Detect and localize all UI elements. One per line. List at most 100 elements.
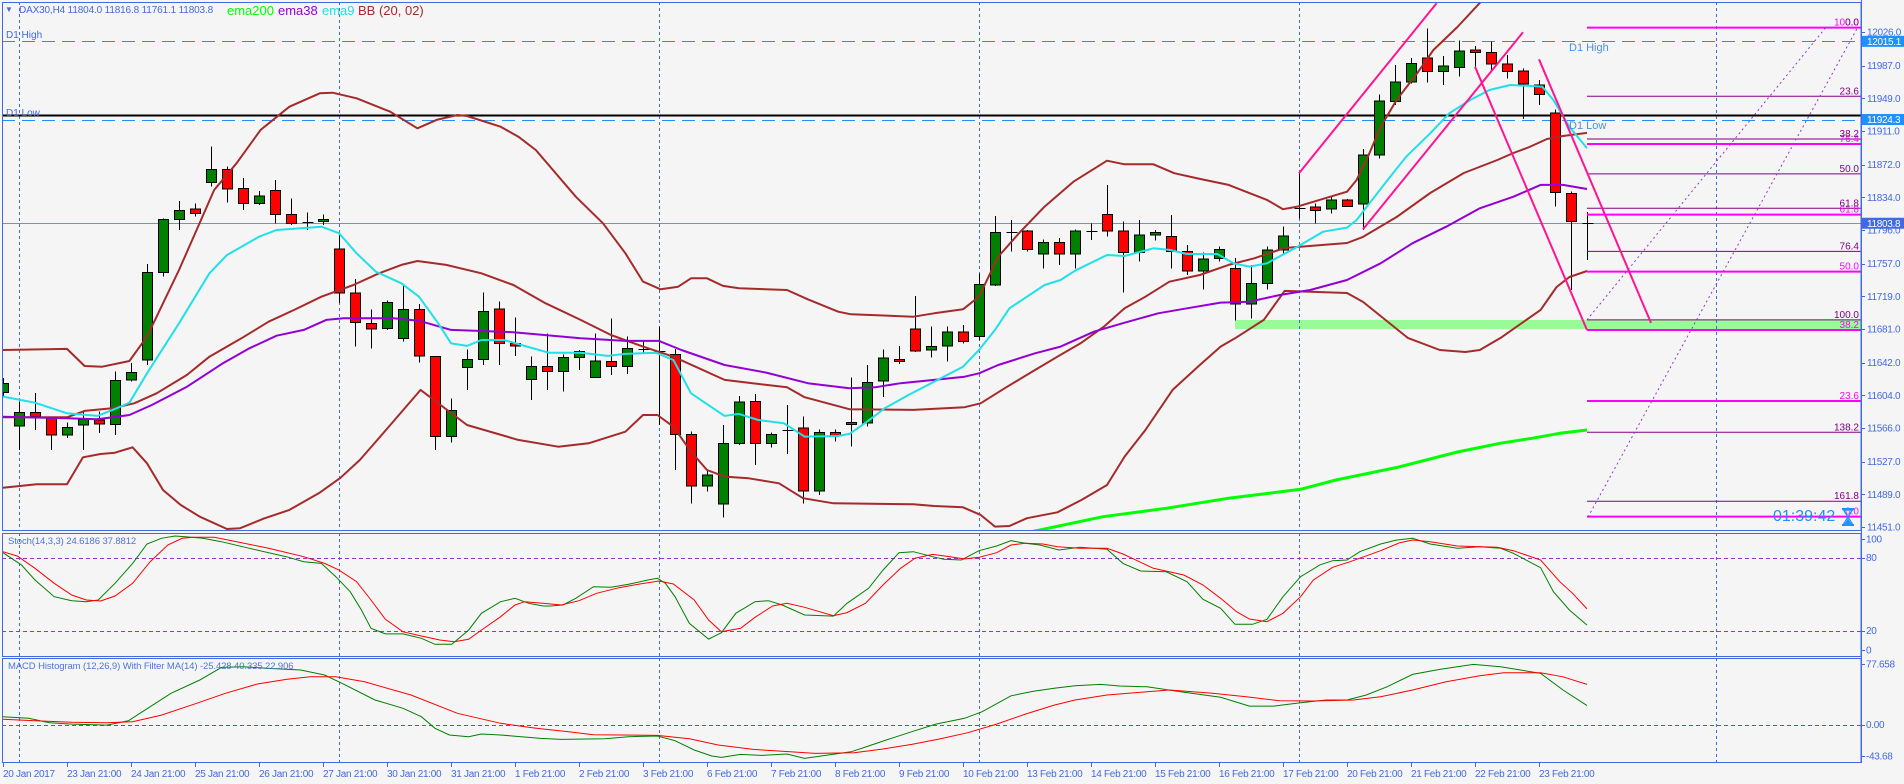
time-axis-label: 26 Jan 21:00 bbox=[259, 769, 314, 780]
channel-down-1-trendline[interactable] bbox=[1474, 66, 1588, 331]
bb-upper-line bbox=[2, 2, 1482, 368]
bearish-candle-body bbox=[1502, 63, 1513, 73]
candle bbox=[766, 432, 777, 448]
bullish-candle-body bbox=[206, 168, 217, 183]
candle bbox=[2, 377, 9, 396]
channel-up-1-trendline[interactable] bbox=[1298, 2, 1438, 174]
time-axis-label: 31 Jan 21:00 bbox=[451, 769, 506, 780]
bearish-candle-body bbox=[366, 322, 377, 330]
support-zone-rectangle[interactable] bbox=[1235, 319, 1861, 330]
bullish-candle-body bbox=[942, 331, 953, 347]
candle bbox=[974, 273, 985, 340]
candle bbox=[526, 356, 537, 401]
time-axis-label: 22 Feb 21:00 bbox=[1475, 769, 1531, 780]
fib-magenta-level-label: 50.0 bbox=[1840, 262, 1860, 273]
time-axis-label: 10 Feb 21:00 bbox=[963, 769, 1019, 780]
bearish-candle-body bbox=[910, 328, 921, 352]
candle bbox=[110, 371, 121, 435]
bullish-candle-body bbox=[254, 195, 265, 204]
fib-purple-level-label: 0.0 bbox=[1845, 18, 1859, 29]
collapse-arrow-icon[interactable]: ▼ bbox=[5, 5, 13, 14]
price-marker-box bbox=[1862, 35, 1904, 47]
macd-green-line bbox=[2, 663, 1588, 759]
macd-panel[interactable] bbox=[2, 658, 1861, 762]
bullish-candle-body bbox=[702, 474, 713, 487]
price-axis[interactable]: 12026.0 11987.0 11949.0 11911.0 11872.0 11834… bbox=[1861, 0, 1904, 763]
bullish-candle-body bbox=[1038, 242, 1049, 255]
fib-purple-level-label: 38.2 bbox=[1840, 129, 1860, 140]
candle bbox=[286, 198, 297, 225]
channel-up-2-trendline[interactable] bbox=[1362, 31, 1524, 230]
candle bbox=[558, 354, 569, 392]
bearish-candle-body bbox=[894, 358, 905, 363]
time-axis-label: 23 Jan 21:00 bbox=[67, 769, 122, 780]
bullish-candle-body bbox=[622, 347, 633, 368]
price-axis-label: 11489.0 bbox=[1867, 490, 1901, 501]
bar-countdown-timer: 01:39:42 bbox=[1773, 508, 1836, 525]
bearish-candle-body bbox=[414, 308, 425, 357]
bearish-candle-body bbox=[846, 421, 857, 425]
price-axis-label: 11719.0 bbox=[1867, 292, 1901, 303]
price-axis-label: 11681.0 bbox=[1867, 324, 1901, 335]
candle bbox=[478, 292, 489, 365]
bullish-candle-body bbox=[62, 426, 73, 436]
stochastic-axis-label: 80 bbox=[1866, 553, 1877, 564]
candle bbox=[1166, 214, 1177, 269]
fib-magenta-level-label: 23.6 bbox=[1840, 391, 1860, 402]
bullish-candle-body bbox=[766, 433, 777, 444]
bullish-candle-body bbox=[14, 412, 25, 427]
price-axis-label: 11566.0 bbox=[1867, 423, 1901, 434]
ema9-line bbox=[2, 84, 1588, 438]
bearish-candle-body bbox=[430, 356, 441, 438]
candle bbox=[1246, 264, 1257, 319]
candle bbox=[1070, 229, 1081, 269]
time-axis-label: 7 Feb 21:00 bbox=[771, 769, 822, 780]
bullish-candle-body bbox=[1454, 50, 1465, 69]
bullish-candle-body bbox=[926, 346, 937, 351]
price-panel[interactable]: 100.0 76.4 61.8 50.0 38.2 23.6 0.0 0.0 23.6 38.2 5… bbox=[0, 0, 1861, 532]
bearish-candle-body bbox=[1486, 51, 1497, 65]
fib-purple-level-label: 161.8 bbox=[1834, 491, 1859, 502]
bearish-candle-body bbox=[958, 331, 969, 343]
bullish-candle-body bbox=[1262, 249, 1273, 284]
bullish-candle-body bbox=[318, 218, 329, 223]
candle bbox=[670, 348, 681, 470]
candle bbox=[1582, 212, 1594, 261]
bullish-candle-body bbox=[1438, 65, 1449, 73]
candle bbox=[366, 309, 377, 349]
bearish-candle-body bbox=[46, 416, 57, 436]
time-axis[interactable]: 20 Jan 2017 23 Jan 21:00 24 Jan 21:00 25 Ja… bbox=[2, 762, 1862, 780]
bullish-candle-body bbox=[974, 283, 985, 338]
channel-down-2-trendline[interactable] bbox=[1538, 58, 1652, 324]
bullish-candle-body bbox=[734, 401, 745, 444]
price-axis-label: 11604.0 bbox=[1867, 391, 1901, 402]
hourglass-sand bbox=[1844, 518, 1852, 524]
candle bbox=[1470, 45, 1481, 67]
price-axis-label: 11757.0 bbox=[1867, 259, 1901, 270]
candle bbox=[382, 300, 393, 330]
candle bbox=[398, 284, 409, 342]
time-axis-label: 21 Feb 21:00 bbox=[1411, 769, 1467, 780]
fib-magenta-level-label: 0.0 bbox=[1845, 507, 1859, 518]
fib-purple-level-label: 138.2 bbox=[1834, 422, 1859, 433]
candlesticks bbox=[2, 28, 1594, 518]
candle bbox=[1518, 68, 1529, 119]
candle bbox=[126, 362, 137, 382]
ema200-line bbox=[1032, 428, 1588, 530]
fib-purple-level-label: 50.0 bbox=[1840, 164, 1860, 175]
bullish-candle-body bbox=[1278, 235, 1289, 251]
candle bbox=[1374, 94, 1385, 159]
candle bbox=[1502, 54, 1513, 79]
time-axis-label: 17 Feb 21:00 bbox=[1283, 769, 1339, 780]
fib-channel-2-trendline[interactable] bbox=[1587, 27, 1858, 518]
bearish-candle-body bbox=[1118, 230, 1129, 253]
bullish-candle-body bbox=[478, 311, 489, 360]
stochastic-panel[interactable] bbox=[2, 533, 1861, 656]
price-axis-label: 11872.0 bbox=[1867, 160, 1901, 171]
time-axis-label: 27 Jan 21:00 bbox=[323, 769, 378, 780]
candle bbox=[798, 416, 809, 504]
candle bbox=[158, 218, 169, 277]
